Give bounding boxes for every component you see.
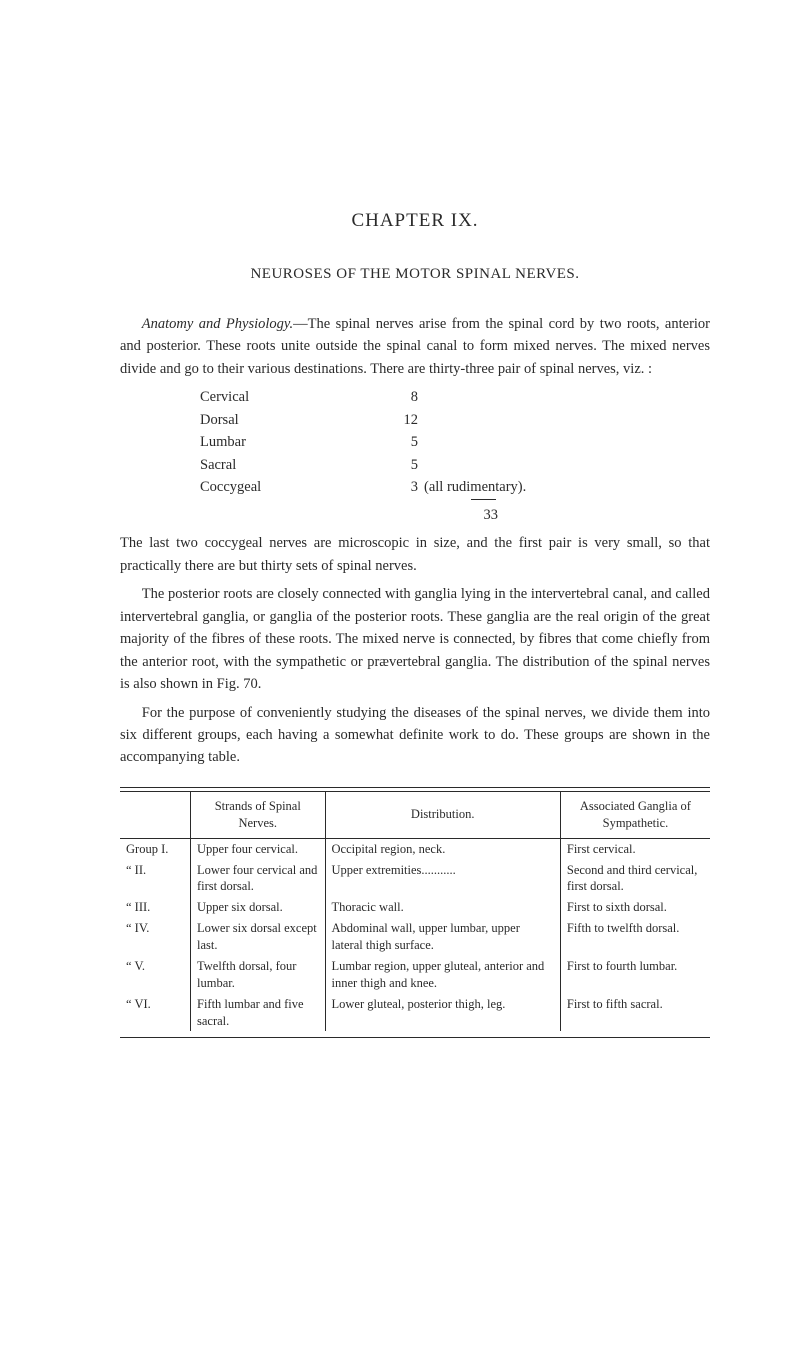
- row-label: Lumbar: [200, 431, 390, 453]
- cell-group: Group I.: [120, 838, 191, 859]
- cell-assoc: Fifth to twelfth dorsal.: [560, 918, 710, 956]
- row-label: Cervical: [200, 386, 390, 408]
- row-number: 5: [390, 454, 418, 476]
- cell-strands: Upper six dorsal.: [191, 897, 326, 918]
- chapter-title: CHAPTER IX.: [120, 210, 710, 232]
- table-row: “ V. Twelfth dorsal, four lumbar. Lumbar…: [120, 956, 710, 994]
- row-number: 8: [390, 386, 418, 408]
- list-item: Cervical 8: [200, 386, 710, 408]
- list-item: Coccygeal 3 (all rudimentary).: [200, 476, 710, 498]
- table-row: “ IV. Lower six dorsal except last. Abdo…: [120, 918, 710, 956]
- row-label: Dorsal: [200, 409, 390, 431]
- list-item: Lumbar 5: [200, 431, 710, 453]
- cell-assoc: First cervical.: [560, 838, 710, 859]
- paragraph-4: For the purpose of conveniently studying…: [120, 702, 710, 769]
- row-label: Sacral: [200, 454, 390, 476]
- cell-assoc: First to fifth sacral.: [560, 994, 710, 1032]
- col-strands: Strands of Spinal Nerves.: [191, 792, 326, 838]
- col-blank: [120, 792, 191, 838]
- table-row: “ VI. Fifth lumbar and five sacral. Lowe…: [120, 994, 710, 1032]
- paragraph-2: The last two coccygeal nerves are micros…: [120, 532, 710, 577]
- paragraph-3: The posterior roots are closely connecte…: [120, 583, 710, 695]
- total-number: 33: [470, 504, 498, 526]
- table-header-row: Strands of Spinal Nerves. Distribution. …: [120, 792, 710, 838]
- table-row: Group I. Upper four cervical. Occipital …: [120, 838, 710, 859]
- table-row: “ III. Upper six dorsal. Thoracic wall. …: [120, 897, 710, 918]
- list-item: Dorsal 12: [200, 409, 710, 431]
- vertebral-list: Cervical 8 Dorsal 12 Lumbar 5 Sacral 5 C…: [200, 386, 710, 526]
- row-number: 3: [390, 476, 418, 498]
- cell-strands: Lower four cervical and first dorsal.: [191, 860, 326, 898]
- cell-dist: Occipital region, neck.: [325, 838, 560, 859]
- table-bottom-rule: [120, 1037, 710, 1039]
- cell-assoc: Second and third cervical, first dorsal.: [560, 860, 710, 898]
- table-row: “ II. Lower four cervical and first dors…: [120, 860, 710, 898]
- cell-group: “ III.: [120, 897, 191, 918]
- cell-strands: Fifth lumbar and five sacral.: [191, 994, 326, 1032]
- row-number: 12: [390, 409, 418, 431]
- row-number: 5: [390, 431, 418, 453]
- row-note: (all rudimentary).: [424, 476, 526, 498]
- para1-lead: Anatomy and Physiology.: [142, 316, 293, 332]
- paragraph-1: Anatomy and Physiology.—The spinal nerve…: [120, 313, 710, 380]
- cell-strands: Lower six dorsal except last.: [191, 918, 326, 956]
- cell-strands: Twelfth dorsal, four lumbar.: [191, 956, 326, 994]
- cell-group: “ II.: [120, 860, 191, 898]
- cell-dist: Thoracic wall.: [325, 897, 560, 918]
- cell-strands: Upper four cervical.: [191, 838, 326, 859]
- cell-dist: Abdominal wall, upper lumbar, upper late…: [325, 918, 560, 956]
- list-item: Sacral 5: [200, 454, 710, 476]
- cell-dist: Lumbar region, upper gluteal, anterior a…: [325, 956, 560, 994]
- col-associated: Associated Ganglia of Sympathetic.: [560, 792, 710, 838]
- cell-group: “ V.: [120, 956, 191, 994]
- cell-assoc: First to sixth dorsal.: [560, 897, 710, 918]
- cell-assoc: First to fourth lumbar.: [560, 956, 710, 994]
- list-total: 33: [200, 504, 710, 526]
- groups-table: Strands of Spinal Nerves. Distribution. …: [120, 792, 710, 1032]
- cell-group: “ IV.: [120, 918, 191, 956]
- col-distribution: Distribution.: [325, 792, 560, 838]
- row-label: Coccygeal: [200, 476, 390, 498]
- chapter-subtitle: NEUROSES OF THE MOTOR SPINAL NERVES.: [120, 266, 710, 283]
- cell-dist: Lower gluteal, posterior thigh, leg.: [325, 994, 560, 1032]
- cell-group: “ VI.: [120, 994, 191, 1032]
- cell-dist: Upper extremities...........: [325, 860, 560, 898]
- page: CHAPTER IX. NEUROSES OF THE MOTOR SPINAL…: [0, 0, 800, 1099]
